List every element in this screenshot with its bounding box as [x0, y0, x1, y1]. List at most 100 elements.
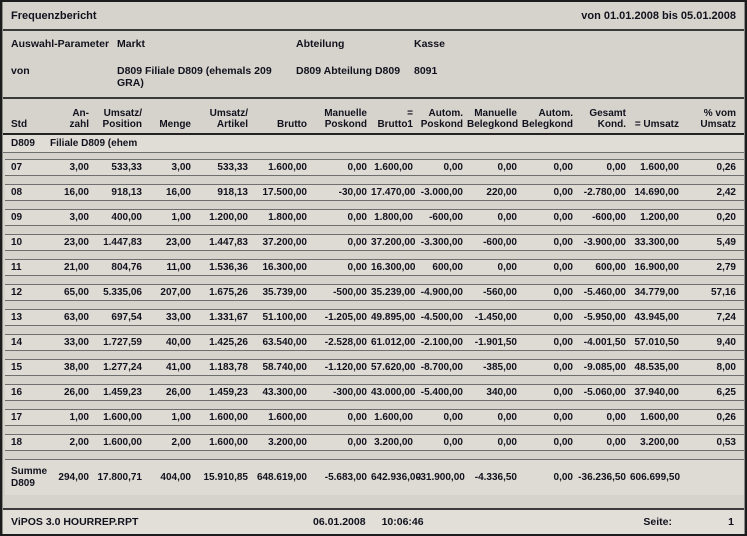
cell-umsatz-artikel: 918,13 [217, 187, 248, 198]
cell-brutto1: 1.800,00 [374, 212, 413, 223]
table-body: 07 3,00 533,33 3,00 533,33 1.600,00 0,00 1.600,… [3, 159, 744, 459]
footer-divider [3, 508, 744, 510]
cell-pct-vom-umsatz: 0,26 [716, 162, 736, 173]
cell-anzahl: 65,00 [63, 287, 89, 298]
summary-label-line1: Summe [11, 465, 48, 477]
cell-manuelle-belegkond: 0,00 [497, 162, 517, 173]
cell-gesamt-kond: -5.060,00 [583, 387, 626, 398]
cell-autom-poskond: -3.000,00 [420, 187, 463, 198]
cell-umsatz-position: 1.600,00 [103, 437, 142, 448]
cell-std: 17 [11, 412, 23, 423]
cell-anzahl: 1,00 [69, 412, 89, 423]
cell-umsatz: 1.600,00 [640, 412, 679, 423]
summary-row: Summe D809 294,00 17.800,71 404,00 15.910,8… [5, 459, 744, 495]
cell-manuelle-belegkond: -1.901,50 [474, 337, 517, 348]
cell-menge: 26,00 [165, 387, 191, 398]
cell-autom-belegkond: 0,00 [553, 287, 573, 298]
cell-brutto: 58.740,00 [262, 362, 308, 373]
column-header-gesamt-kond: Gesamt Kond. [589, 108, 626, 130]
cell-menge: 207,00 [160, 287, 191, 298]
cell-gesamt-kond: -3.900,00 [583, 237, 626, 248]
cell-autom-poskond: -3.300,00 [420, 237, 463, 248]
cell-manuelle-belegkond: 0,00 [497, 437, 517, 448]
cell-umsatz-artikel: 1.425,26 [209, 337, 248, 348]
cell-autom-belegkond: 0,00 [553, 212, 573, 223]
table-row-08: 08 16,00 918,13 16,00 918,13 17.500,00 -30,00 1… [5, 184, 744, 201]
cell-menge: 16,00 [165, 187, 191, 198]
cell-brutto1: 61.012,00 [371, 337, 416, 348]
value-von: von [11, 65, 30, 77]
cell-manuelle-poskond: -500,00 [333, 287, 367, 298]
column-header-umsatz-artikel: Umsatz/Artikel [209, 108, 248, 130]
cell-pct-vom-umsatz: 8,00 [716, 362, 736, 373]
cell-pct-vom-umsatz: 0,20 [716, 212, 736, 223]
cell-anzahl: 21,00 [63, 262, 89, 273]
summary-cell-autom-poskond: -31.900,00 [417, 472, 465, 483]
cell-menge: 40,00 [165, 337, 191, 348]
cell-manuelle-belegkond: 0,00 [497, 212, 517, 223]
cell-brutto: 16.300,00 [262, 262, 308, 273]
cell-autom-belegkond: 0,00 [553, 187, 573, 198]
cell-pct-vom-umsatz: 0,26 [716, 412, 736, 423]
parameters-divider [3, 97, 744, 99]
cell-manuelle-poskond: 0,00 [347, 262, 367, 273]
table-row-15: 15 38,00 1.277,24 41,00 1.183,78 58.740,00 -1.… [5, 359, 744, 376]
value-abteilung: D809 Abteilung D809 [296, 65, 401, 77]
cell-brutto1: 57.620,00 [371, 362, 416, 373]
column-header-manuelle-poskond: Manuelle Poskond [324, 108, 367, 130]
cell-brutto: 1.600,00 [268, 412, 307, 423]
cell-gesamt-kond: 600,00 [595, 262, 626, 273]
cell-umsatz-position: 1.727,59 [103, 337, 142, 348]
cell-brutto1: 37.200,00 [371, 237, 416, 248]
cell-umsatz-artikel: 1.600,00 [209, 437, 248, 448]
cell-menge: 2,00 [171, 437, 191, 448]
cell-umsatz: 1.600,00 [640, 162, 679, 173]
cell-umsatz-artikel: 533,33 [217, 162, 248, 173]
cell-brutto1: 49.895,00 [371, 312, 416, 323]
cell-pct-vom-umsatz: 2,42 [716, 187, 736, 198]
table-row-14: 14 33,00 1.727,59 40,00 1.425,26 63.540,00 -2.… [5, 334, 744, 351]
cell-brutto1: 35.239,00 [371, 287, 416, 298]
column-header-manuelle-belegkond: Manuelle Belegkond [467, 108, 519, 130]
cell-umsatz: 57.010,50 [634, 337, 680, 348]
cell-brutto: 1.600,00 [268, 162, 307, 173]
cell-umsatz: 48.535,00 [634, 362, 680, 373]
parameter-values-row: von D809 Filiale D809 (ehemals 209 GRA) … [11, 65, 736, 89]
cell-pct-vom-umsatz: 2,79 [716, 262, 736, 273]
summary-cell-umsatz: 606.699,50 [630, 472, 681, 483]
cell-umsatz-position: 918,13 [111, 187, 142, 198]
cell-gesamt-kond: -5.950,00 [583, 312, 626, 323]
cell-autom-belegkond: 0,00 [553, 262, 573, 273]
cell-anzahl: 3,00 [69, 162, 89, 173]
table-row-18: 18 2,00 1.600,00 2,00 1.600,00 3.200,00 0,00 3.… [5, 434, 744, 451]
cell-brutto: 37.200,00 [262, 237, 308, 248]
cell-std: 18 [11, 437, 23, 448]
cell-anzahl: 2,00 [69, 437, 89, 448]
cell-gesamt-kond: -4.001,50 [583, 337, 626, 348]
cell-manuelle-poskond: -1.120,00 [324, 362, 367, 373]
cell-brutto: 3.200,00 [268, 437, 307, 448]
cell-umsatz-position: 1.447,83 [103, 237, 142, 248]
label-markt: Markt [117, 38, 146, 50]
cell-menge: 23,00 [165, 237, 191, 248]
table-row-17: 17 1,00 1.600,00 1,00 1.600,00 1.600,00 0,00 1.… [5, 409, 744, 426]
cell-brutto1: 43.000,00 [371, 387, 416, 398]
summary-cell-brutto: 648.619,00 [256, 472, 307, 483]
cell-gesamt-kond: -600,00 [592, 212, 626, 223]
cell-std: 09 [11, 212, 23, 223]
table-row-10: 10 23,00 1.447,83 23,00 1.447,83 37.200,00 0,0… [5, 234, 744, 251]
cell-brutto1: 17.470,00 [371, 187, 416, 198]
cell-manuelle-poskond: -300,00 [333, 387, 367, 398]
cell-umsatz: 34.779,00 [634, 287, 680, 298]
label-abteilung: Abteilung [296, 38, 345, 50]
group-label: Filiale D809 (ehem [50, 138, 138, 149]
column-header-umsatz: = Umsatz [634, 119, 679, 130]
cell-std: 14 [11, 337, 23, 348]
column-header-std: Std [11, 119, 28, 130]
report-title-bar: Frequenzbericht von 01.01.2008 bis 05.01… [3, 2, 744, 29]
summary-cell-autom-belegkond: 0,00 [553, 472, 573, 483]
column-header-brutto1: = Brutto1 [377, 108, 413, 130]
summary-cell-anzahl: 294,00 [58, 472, 89, 483]
cell-autom-poskond: 0,00 [443, 412, 463, 423]
summary-cell-brutto1: 642.936,00 [371, 472, 422, 483]
